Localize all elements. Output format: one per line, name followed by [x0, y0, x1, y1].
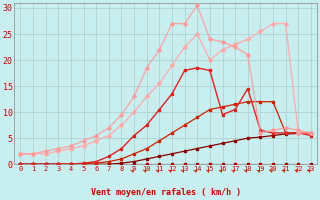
X-axis label: Vent moyen/en rafales ( km/h ): Vent moyen/en rafales ( km/h ): [91, 188, 241, 197]
